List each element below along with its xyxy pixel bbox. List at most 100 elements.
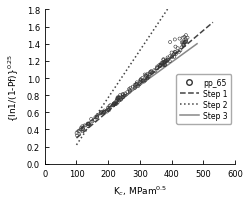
- Point: [144, 75, 148, 78]
- Point: [89, 118, 93, 121]
- Point: [180, 42, 184, 45]
- Point: [112, 102, 116, 105]
- Point: [158, 65, 162, 69]
- Point: [182, 42, 186, 45]
- Point: [173, 39, 177, 42]
- Point: [118, 94, 122, 97]
- Point: [184, 34, 188, 38]
- Point: [90, 120, 94, 123]
- Point: [108, 104, 112, 107]
- Point: [81, 128, 85, 131]
- Point: [116, 97, 119, 101]
- Point: [139, 78, 143, 82]
- Point: [101, 112, 105, 115]
- Point: [186, 37, 190, 40]
- Point: [111, 103, 115, 106]
- Point: [182, 36, 186, 39]
- Point: [100, 111, 104, 114]
- Point: [170, 56, 174, 59]
- Point: [159, 62, 163, 65]
- Point: [98, 112, 102, 115]
- Point: [119, 99, 123, 102]
- X-axis label: K$_c$, MPam$^{0.5}$: K$_c$, MPam$^{0.5}$: [113, 183, 167, 197]
- Point: [143, 74, 147, 77]
- Point: [138, 79, 142, 83]
- Point: [152, 69, 156, 72]
- Point: [173, 51, 177, 54]
- Point: [153, 70, 157, 73]
- Point: [116, 97, 120, 101]
- Point: [168, 55, 172, 58]
- Point: [182, 44, 186, 48]
- Point: [99, 112, 103, 115]
- Point: [121, 93, 125, 96]
- Point: [106, 109, 110, 112]
- Point: [117, 99, 121, 103]
- Point: [133, 87, 137, 90]
- Point: [139, 79, 143, 82]
- Point: [128, 87, 132, 90]
- Point: [168, 41, 172, 44]
- Point: [138, 83, 141, 86]
- Point: [95, 114, 99, 118]
- Point: [118, 96, 122, 100]
- Point: [184, 41, 188, 44]
- Point: [117, 96, 121, 100]
- Point: [78, 130, 82, 134]
- Y-axis label: {ln1/(1-Pf)}$^{0.25}$: {ln1/(1-Pf)}$^{0.25}$: [7, 53, 21, 121]
- Point: [83, 124, 87, 128]
- Point: [161, 59, 165, 62]
- Point: [145, 77, 149, 81]
- Point: [148, 71, 152, 74]
- Point: [94, 116, 98, 119]
- Point: [121, 96, 125, 99]
- Point: [180, 47, 184, 50]
- Point: [141, 79, 145, 83]
- Point: [166, 58, 170, 62]
- Point: [115, 98, 119, 101]
- Point: [134, 83, 138, 86]
- Point: [163, 60, 167, 64]
- Point: [183, 41, 187, 45]
- Point: [102, 109, 106, 113]
- Point: [155, 67, 159, 70]
- Point: [112, 102, 116, 105]
- Point: [140, 80, 144, 83]
- Point: [115, 100, 119, 103]
- Point: [148, 73, 152, 77]
- Point: [145, 74, 149, 78]
- Point: [102, 111, 106, 114]
- Point: [157, 64, 161, 68]
- Point: [79, 126, 83, 130]
- Point: [134, 83, 138, 87]
- Point: [95, 115, 99, 119]
- Point: [149, 70, 153, 73]
- Point: [80, 125, 84, 128]
- Point: [150, 72, 154, 75]
- Point: [166, 57, 170, 60]
- Point: [116, 96, 120, 100]
- Point: [183, 41, 187, 45]
- Point: [123, 92, 127, 96]
- Legend: pp_65, Step 1, Step 2, Step 3: pp_65, Step 1, Step 2, Step 3: [176, 75, 231, 124]
- Point: [116, 101, 120, 104]
- Point: [162, 64, 166, 67]
- Point: [170, 52, 174, 55]
- Point: [166, 59, 170, 62]
- Point: [172, 53, 176, 57]
- Point: [106, 107, 110, 110]
- Point: [163, 62, 167, 65]
- Point: [103, 111, 107, 114]
- Point: [80, 128, 84, 131]
- Point: [136, 85, 140, 88]
- Point: [112, 103, 116, 106]
- Point: [173, 51, 177, 54]
- Point: [99, 111, 103, 114]
- Point: [127, 88, 131, 91]
- Point: [111, 104, 115, 108]
- Point: [87, 123, 91, 126]
- Point: [114, 100, 118, 103]
- Point: [102, 111, 106, 114]
- Point: [133, 85, 137, 89]
- Point: [121, 94, 125, 97]
